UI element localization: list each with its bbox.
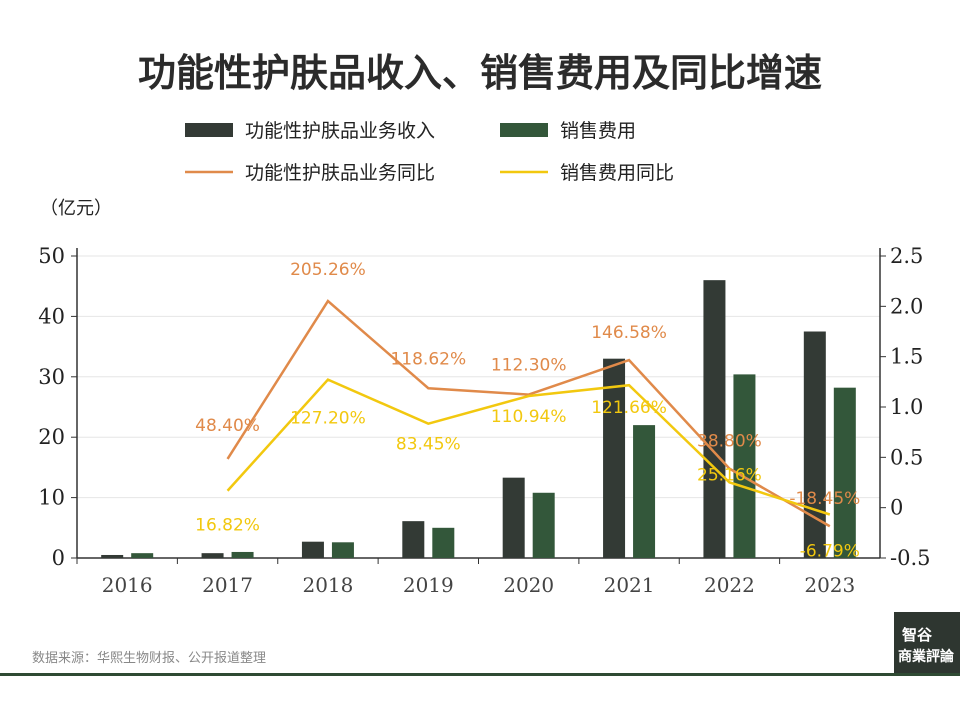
bar-sales-expense <box>432 527 455 558</box>
right-tick-label: 2.0 <box>890 294 923 318</box>
x-tick-label: 2017 <box>202 573 253 597</box>
bars <box>101 280 856 558</box>
legend-item: 销售费用同比 <box>500 162 674 184</box>
source-note: 数据来源：华熙生物财报、公开报道整理 <box>32 651 266 666</box>
left-tick-label: 0 <box>52 546 65 570</box>
bar-revenue <box>402 521 425 558</box>
label-sales-expense-yoy: 16.82% <box>195 516 260 536</box>
label-sales-expense-yoy: 121.66% <box>591 398 667 418</box>
legend-label: 销售费用同比 <box>560 162 674 184</box>
legend-label: 销售费用 <box>560 120 636 142</box>
bar-revenue <box>301 541 324 558</box>
bar-sales-expense <box>532 492 555 558</box>
bar-revenue <box>603 358 626 558</box>
label-revenue-yoy: 112.30% <box>491 356 567 376</box>
label-sales-expense-yoy: 25.16% <box>697 465 762 485</box>
right-tick-label: 0 <box>890 496 903 520</box>
line-sales-expense-yoy <box>226 378 831 516</box>
left-tick-label: 40 <box>38 304 65 328</box>
logo-line2: 商業評論 <box>898 648 955 665</box>
label-sales-expense-yoy: 110.94% <box>491 407 567 427</box>
x-tick-label: 2016 <box>102 573 153 597</box>
x-tick-label: 2023 <box>804 573 855 597</box>
logo-line1: 智谷 <box>902 626 933 644</box>
label-sales-expense-yoy: 127.20% <box>290 409 366 429</box>
right-tick-label: -0.5 <box>890 546 931 570</box>
bar-revenue <box>803 331 826 558</box>
bar-sales-expense <box>833 387 856 558</box>
x-tick-label: 2020 <box>503 573 554 597</box>
right-tick-label: 2.5 <box>890 244 923 268</box>
lines <box>226 299 831 528</box>
bar-sales-expense <box>331 542 354 558</box>
legend-swatch <box>500 123 548 137</box>
line-revenue-yoy <box>226 299 831 528</box>
left-axis-unit: （亿元） <box>40 198 112 219</box>
label-revenue-yoy: 205.26% <box>290 260 366 280</box>
x-tick-label: 2019 <box>403 573 454 597</box>
legend-item: 功能性护肤品业务同比 <box>185 162 435 184</box>
left-tick-label: 50 <box>38 244 65 268</box>
bar-sales-expense <box>231 551 254 558</box>
x-tick-label: 2021 <box>604 573 655 597</box>
bar-sales-expense <box>131 553 154 558</box>
left-tick-label: 30 <box>38 365 65 389</box>
label-revenue-yoy: 48.40% <box>195 416 260 436</box>
label-sales-expense-yoy: 83.45% <box>396 435 461 455</box>
bar-revenue <box>502 477 525 558</box>
label-revenue-yoy: 146.58% <box>591 323 667 343</box>
chart-title: 功能性护肤品收入、销售费用及同比增速 <box>138 51 822 95</box>
logo: 智谷 商業評論 <box>894 612 960 673</box>
axes: 0 10 20 30 40 50 -0.5 0 0.5 1.0 1.5 2.0 2.5 2016 2017 2… <box>38 244 930 597</box>
bar-sales-expense <box>733 374 756 558</box>
bar-revenue <box>201 553 224 558</box>
gridlines <box>77 255 880 499</box>
right-tick-label: 1.5 <box>890 345 923 369</box>
left-tick-label: 10 <box>38 486 65 510</box>
logo-background <box>894 612 960 673</box>
label-revenue-yoy: 38.80% <box>697 432 762 452</box>
right-tick-label: 1.0 <box>890 395 923 419</box>
legend-item: 销售费用 <box>500 120 636 142</box>
bar-revenue <box>101 554 124 558</box>
left-tick-label: 20 <box>38 425 65 449</box>
label-revenue-yoy: 118.62% <box>390 349 466 369</box>
legend-label: 功能性护肤品业务收入 <box>245 120 435 142</box>
right-tick-label: 0.5 <box>890 445 923 469</box>
legend-item: 功能性护肤品业务收入 <box>185 120 435 142</box>
bar-sales-expense <box>633 425 656 558</box>
label-sales-expense-yoy: -6.79% <box>800 542 860 562</box>
footer-divider <box>0 673 960 676</box>
legend-label: 功能性护肤品业务同比 <box>245 162 435 184</box>
x-tick-label: 2022 <box>704 573 755 597</box>
bar-revenue <box>703 280 726 558</box>
x-tick-label: 2018 <box>302 573 353 597</box>
data-labels: 48.40% 205.26% 118.62% 112.30% 146.58% 38.80%… <box>195 260 860 561</box>
label-revenue-yoy: -18.45% <box>789 489 860 509</box>
legend-swatch <box>185 123 233 137</box>
